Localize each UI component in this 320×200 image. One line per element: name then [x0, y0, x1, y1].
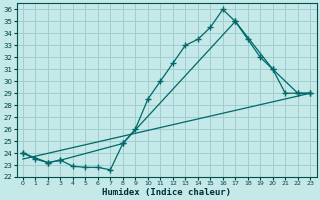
X-axis label: Humidex (Indice chaleur): Humidex (Indice chaleur)	[102, 188, 231, 197]
